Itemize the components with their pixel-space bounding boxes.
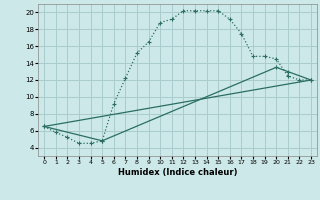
X-axis label: Humidex (Indice chaleur): Humidex (Indice chaleur) [118,168,237,177]
